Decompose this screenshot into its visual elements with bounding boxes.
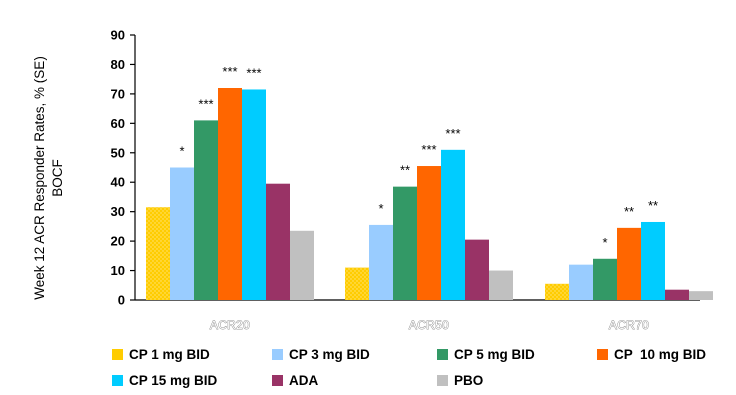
legend-swatch [112,348,123,360]
bar-4-acr50 [417,166,441,300]
bar-1-acr70 [545,283,569,300]
y-tick-label: 20 [111,234,125,249]
significance-marker: *** [421,142,436,157]
bar-7-acr70 [689,291,713,300]
significance-marker: ** [400,163,410,178]
bar-3-acr20 [194,120,218,300]
legend-item: PBO [437,372,597,388]
legend-label: ADA [289,372,319,388]
significance-marker: * [602,235,607,250]
bar-5-acr50 [441,149,465,300]
category-label: ACR50 [409,318,449,332]
bar-4-acr20 [218,88,242,300]
y-tick-label: 70 [111,86,125,101]
legend-item: CP 15 mg BID [112,372,272,388]
legend-item: CP 1 mg BID [112,346,272,362]
significance-marker: * [179,144,184,159]
y-axis-label-line-1: Week 12 ACR Responder Rates, % (SE) [32,56,47,300]
y-tick-label: 80 [111,57,125,72]
bar-3-acr50 [393,186,417,300]
bar-7-acr20 [290,230,314,300]
legend: CP 1 mg BID CP 3 mg BID CP 5 mg BID CP 10 m… [112,346,736,388]
significance-marker: ** [624,204,634,219]
y-tick-label: 30 [111,204,125,219]
bar-5-acr20 [242,89,266,300]
category-label: ACR20 [210,318,250,332]
significance-marker: * [378,201,383,216]
legend-item: CP 10 mg BID [597,346,736,362]
y-tick-label: 10 [111,263,125,278]
significance-marker: *** [222,64,237,79]
bar-1-acr50 [345,267,369,300]
y-tick-label: 90 [111,28,125,43]
significance-marker: *** [246,65,261,80]
bar-3-acr70 [593,258,617,300]
significance-marker: ** [648,198,658,213]
legend-label: CP 15 mg BID [129,372,218,388]
legend-label: CP 10 mg BID [614,346,707,362]
bar-1-acr20 [146,207,170,300]
y-tick-label: 60 [111,116,125,131]
significance-marker: *** [198,96,213,111]
bar-5-acr70 [641,221,665,300]
legend-swatch [272,348,283,360]
significance-marker: *** [445,126,460,141]
y-tick-label: 0 [118,293,125,308]
legend-swatch [437,348,448,360]
y-tick-label: 50 [111,145,125,160]
bar-2-acr50 [369,224,393,300]
legend-label: CP 3 mg BID [289,346,370,362]
bar-6-acr50 [465,239,489,300]
legend-label: CP 1 mg BID [129,346,210,362]
category-label: ACR70 [609,318,649,332]
bar-6-acr70 [665,289,689,300]
legend-label: PBO [454,372,484,388]
legend-label: CP 5 mg BID [454,346,535,362]
bar-7-acr50 [489,270,513,300]
legend-item: ADA [272,372,437,388]
legend-swatch [597,348,608,360]
y-tick-label: 40 [111,175,125,190]
legend-item: CP 5 mg BID [437,346,597,362]
bar-6-acr20 [266,183,290,300]
bar-4-acr70 [617,227,641,300]
y-axis-label-line-2: BOCF [50,159,65,197]
legend-swatch [437,374,448,386]
bar-2-acr20 [170,167,194,300]
legend-item: CP 3 mg BID [272,346,437,362]
legend-swatch [272,374,283,386]
bar-2-acr70 [569,264,593,300]
legend-swatch [112,374,123,386]
